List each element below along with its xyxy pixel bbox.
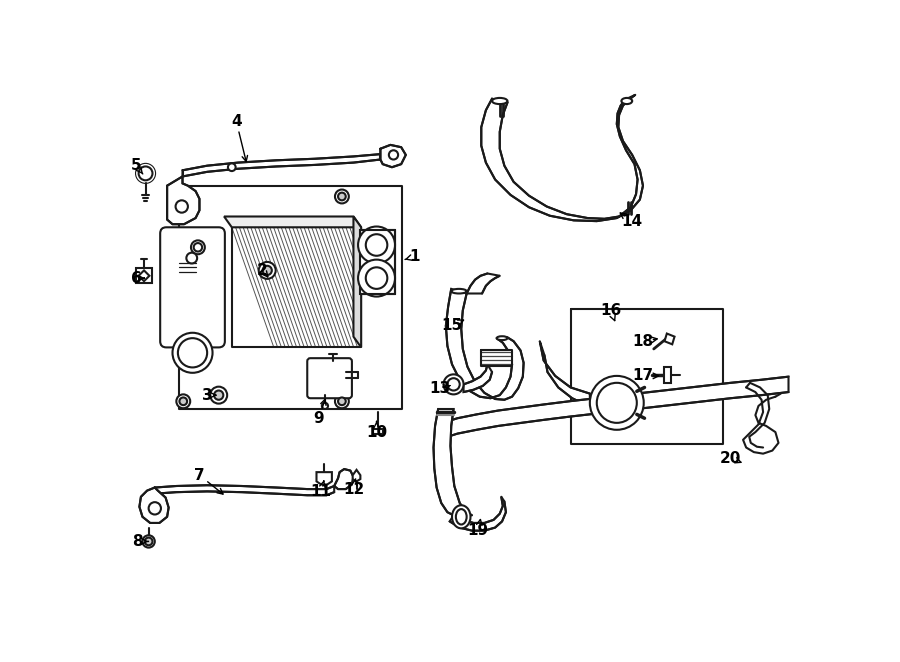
Text: 10: 10 [366, 424, 387, 440]
Ellipse shape [173, 333, 212, 373]
Text: 2: 2 [257, 263, 268, 278]
Ellipse shape [456, 509, 466, 524]
Polygon shape [464, 364, 492, 392]
Polygon shape [438, 377, 788, 440]
Text: 1: 1 [410, 249, 420, 264]
Ellipse shape [191, 240, 205, 254]
FancyBboxPatch shape [160, 227, 225, 348]
Polygon shape [450, 496, 506, 531]
Polygon shape [381, 145, 406, 167]
Ellipse shape [358, 260, 395, 297]
Circle shape [176, 395, 190, 408]
Polygon shape [482, 95, 643, 221]
Circle shape [176, 201, 188, 213]
Polygon shape [140, 487, 168, 523]
Text: 20: 20 [720, 451, 742, 466]
Polygon shape [136, 268, 152, 283]
Polygon shape [360, 230, 395, 293]
Ellipse shape [452, 505, 471, 528]
Polygon shape [353, 470, 360, 481]
Circle shape [389, 150, 398, 160]
Text: 17: 17 [633, 368, 653, 383]
Text: 7: 7 [194, 468, 205, 483]
Ellipse shape [178, 338, 207, 367]
Ellipse shape [365, 267, 387, 289]
Ellipse shape [186, 253, 197, 263]
Polygon shape [224, 216, 361, 227]
Polygon shape [664, 367, 671, 383]
Circle shape [139, 166, 152, 180]
Text: 15: 15 [441, 318, 463, 334]
Circle shape [263, 265, 272, 275]
Text: 14: 14 [622, 214, 643, 230]
Text: 5: 5 [131, 158, 141, 173]
Text: 13: 13 [429, 381, 450, 397]
Polygon shape [317, 472, 332, 485]
Circle shape [444, 374, 464, 395]
Circle shape [228, 164, 236, 171]
Text: 9: 9 [313, 410, 324, 426]
Polygon shape [139, 270, 149, 281]
Circle shape [211, 387, 227, 404]
Ellipse shape [597, 383, 637, 423]
Polygon shape [446, 289, 524, 400]
Polygon shape [540, 341, 590, 406]
Text: 12: 12 [343, 481, 364, 496]
Polygon shape [434, 409, 472, 515]
Polygon shape [374, 429, 382, 434]
Ellipse shape [194, 243, 202, 252]
Text: 8: 8 [132, 534, 143, 549]
Text: 3: 3 [202, 388, 212, 402]
Polygon shape [232, 227, 361, 348]
Ellipse shape [365, 234, 387, 256]
Ellipse shape [492, 98, 508, 104]
Text: 16: 16 [600, 303, 621, 318]
Text: 19: 19 [468, 523, 489, 538]
Ellipse shape [621, 98, 632, 104]
Circle shape [148, 502, 161, 514]
Circle shape [145, 538, 152, 545]
Circle shape [338, 193, 346, 201]
Polygon shape [183, 154, 381, 177]
Ellipse shape [497, 336, 508, 340]
Text: 11: 11 [310, 484, 331, 499]
Circle shape [179, 397, 187, 405]
Circle shape [322, 403, 328, 409]
Polygon shape [354, 216, 361, 348]
Polygon shape [466, 273, 500, 293]
Polygon shape [155, 485, 334, 495]
Text: 6: 6 [130, 271, 141, 285]
Polygon shape [482, 350, 512, 366]
Circle shape [335, 189, 349, 203]
Circle shape [447, 378, 460, 391]
Ellipse shape [590, 376, 644, 430]
Ellipse shape [451, 289, 466, 293]
FancyBboxPatch shape [307, 358, 352, 399]
Circle shape [258, 262, 275, 279]
Circle shape [338, 397, 346, 405]
Circle shape [142, 536, 155, 547]
Text: 18: 18 [633, 334, 653, 349]
Polygon shape [167, 177, 200, 224]
Ellipse shape [358, 226, 395, 263]
Circle shape [214, 391, 223, 400]
Text: 4: 4 [231, 115, 242, 129]
Polygon shape [334, 469, 354, 489]
Polygon shape [664, 334, 674, 344]
Circle shape [335, 395, 349, 408]
